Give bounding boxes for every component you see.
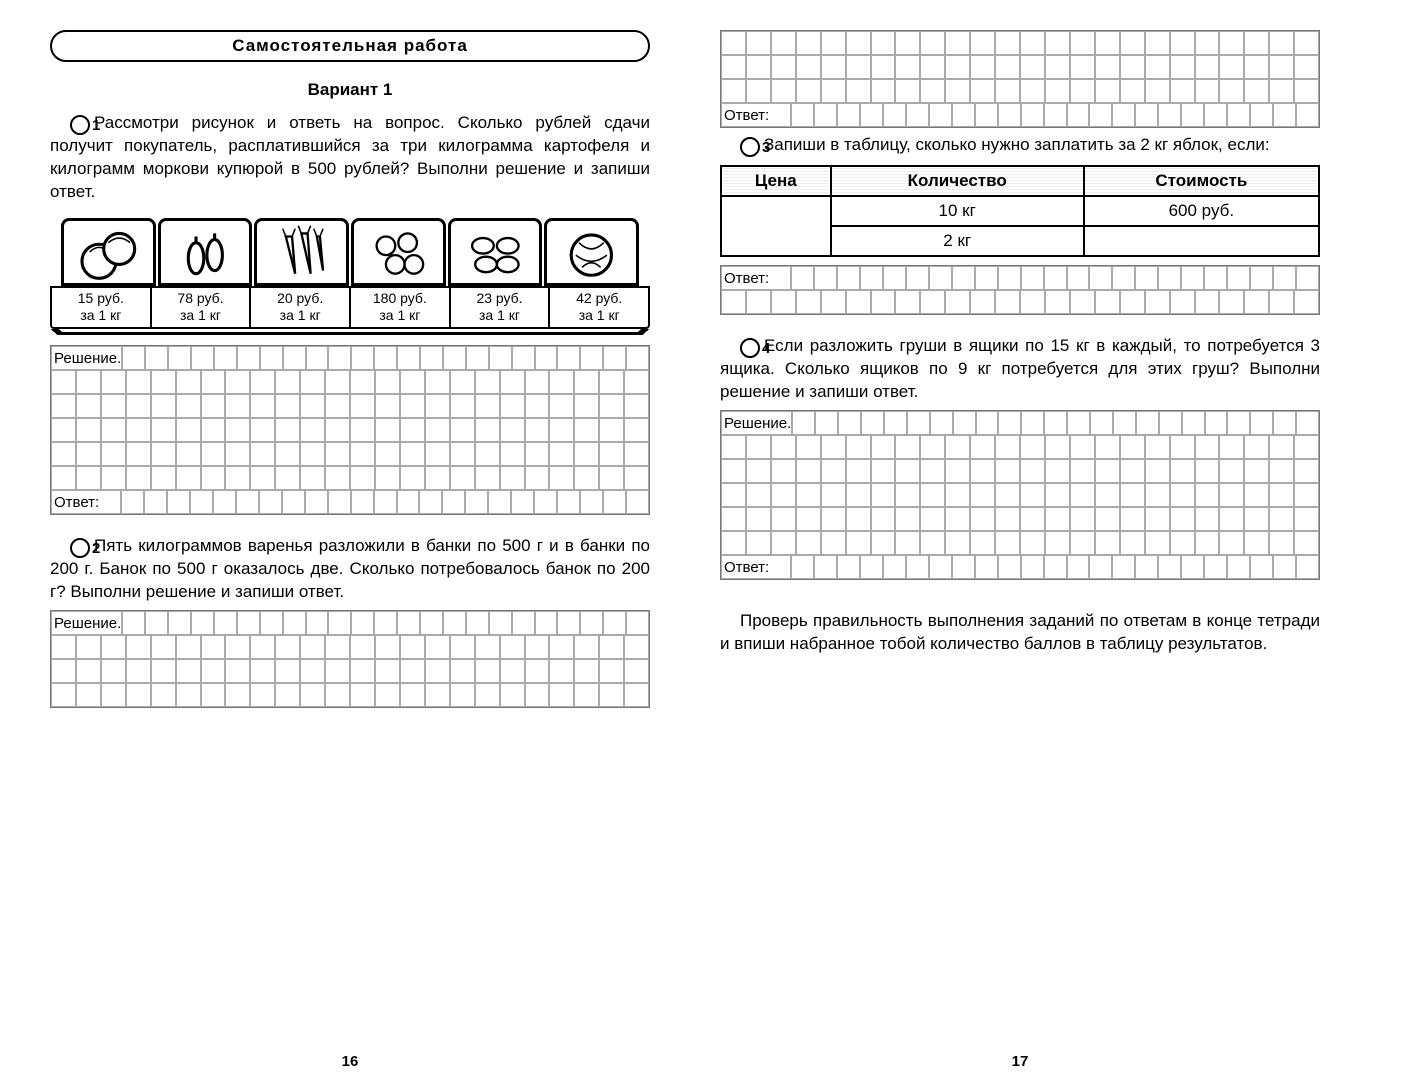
price-cell: 23 руб.за 1 кг bbox=[451, 288, 551, 327]
box-potato bbox=[448, 218, 543, 286]
page-number-right: 17 bbox=[720, 1043, 1320, 1070]
box-carrot bbox=[254, 218, 349, 286]
price-cell: 42 руб.за 1 кг bbox=[550, 288, 648, 327]
box-watermelon bbox=[61, 218, 156, 286]
cell-price[interactable] bbox=[721, 196, 831, 256]
page-left: Самостоятельная работа Вариант 1 1Рассмо… bbox=[50, 30, 650, 1070]
stand-boxes bbox=[50, 218, 650, 286]
task-number: 1 bbox=[70, 115, 90, 135]
task-number: 4 bbox=[740, 338, 760, 358]
task-3-text: 3Запиши в таблицу, сколько нужно заплати… bbox=[720, 134, 1320, 157]
task-1-text: 1Рассмотри рисунок и ответь на вопрос. С… bbox=[50, 112, 650, 204]
solution-grid-2[interactable]: Решение. bbox=[50, 610, 650, 708]
task-2-text: 2Пять килограммов варенья разложили в ба… bbox=[50, 535, 650, 604]
price-cell: 15 руб.за 1 кг bbox=[52, 288, 152, 327]
cell-qty1: 10 кг bbox=[831, 196, 1084, 226]
task-number: 2 bbox=[70, 538, 90, 558]
header-title: Самостоятельная работа bbox=[50, 30, 650, 62]
footer-instruction: Проверь правильность выполнения заданий … bbox=[720, 610, 1320, 656]
price-cell: 180 руб.за 1 кг bbox=[351, 288, 451, 327]
shelf-edge bbox=[51, 329, 649, 335]
task-body: Рассмотри рисунок и ответь на вопрос. Ск… bbox=[50, 113, 650, 201]
page-right: Ответ: 3Запиши в таблицу, сколько нужно … bbox=[720, 30, 1320, 1070]
task-4: 4Если разложить груши в ящики по 15 кг в… bbox=[720, 335, 1320, 586]
box-tomato bbox=[351, 218, 446, 286]
task-3: 3Запиши в таблицу, сколько нужно заплати… bbox=[720, 134, 1320, 321]
page-number-left: 16 bbox=[50, 1043, 650, 1070]
box-eggplant bbox=[158, 218, 253, 286]
task-body: Запиши в таблицу, сколько нужно заплатит… bbox=[764, 135, 1270, 154]
solution-grid-top[interactable]: Ответ: bbox=[720, 30, 1320, 128]
solution-grid-4[interactable]: Решение.Ответ: bbox=[720, 410, 1320, 580]
task-2: 2Пять килограммов варенья разложили в ба… bbox=[50, 535, 650, 714]
cell-qty2: 2 кг bbox=[831, 226, 1084, 256]
task-1: 1Рассмотри рисунок и ответь на вопрос. С… bbox=[50, 112, 650, 521]
task-body: Пять килограммов варенья разложили в бан… bbox=[50, 536, 650, 601]
solution-grid-1[interactable]: Решение.Ответ: bbox=[50, 345, 650, 515]
box-cabbage bbox=[544, 218, 639, 286]
task-3-table[interactable]: Цена Количество Стоимость 10 кг 600 руб.… bbox=[720, 165, 1320, 257]
price-cell: 78 руб.за 1 кг bbox=[152, 288, 252, 327]
cell-cost2[interactable] bbox=[1084, 226, 1319, 256]
task-number: 3 bbox=[740, 137, 760, 157]
price-cell: 20 руб.за 1 кг bbox=[251, 288, 351, 327]
price-row: 15 руб.за 1 кг 78 руб.за 1 кг 20 руб.за … bbox=[50, 286, 650, 329]
produce-stand: 15 руб.за 1 кг 78 руб.за 1 кг 20 руб.за … bbox=[50, 218, 650, 335]
th-qty: Количество bbox=[831, 166, 1084, 196]
answer-grid-3[interactable]: Ответ: bbox=[720, 265, 1320, 315]
cell-cost1: 600 руб. bbox=[1084, 196, 1319, 226]
task-4-text: 4Если разложить груши в ящики по 15 кг в… bbox=[720, 335, 1320, 404]
task-body: Если разложить груши в ящики по 15 кг в … bbox=[720, 336, 1320, 401]
th-cost: Стоимость bbox=[1084, 166, 1319, 196]
variant-title: Вариант 1 bbox=[50, 80, 650, 100]
th-price: Цена bbox=[721, 166, 831, 196]
